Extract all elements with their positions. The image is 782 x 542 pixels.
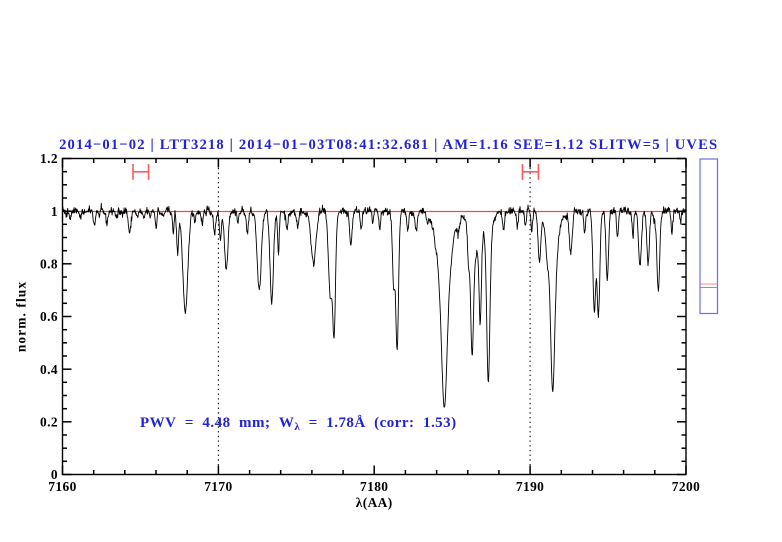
svg-text:PWV = 4.48 mm; Wλ = 1.78: PWV = 4.48 mm; Wλ = 1.78Å (corr: 1.53) [140, 415, 457, 433]
svg-text:7170: 7170 [204, 479, 232, 494]
svg-text:λ(AA): λ(AA) [356, 495, 393, 510]
svg-text:0.6: 0.6 [40, 309, 58, 324]
svg-text:7180: 7180 [360, 479, 388, 494]
svg-text:0.2: 0.2 [40, 414, 58, 429]
svg-text:norm. flux: norm. flux [14, 281, 29, 352]
svg-text:7160: 7160 [48, 479, 76, 494]
svg-text:0.8: 0.8 [40, 256, 58, 271]
svg-text:7190: 7190 [516, 479, 544, 494]
svg-text:0: 0 [51, 467, 58, 482]
svg-text:0.4: 0.4 [40, 362, 58, 377]
svg-text:2014−01−02 | LTT3218 | 2014−01: 2014−01−02 | LTT3218 | 2014−01−03T08:41:… [59, 137, 718, 153]
svg-text:1.2: 1.2 [40, 151, 58, 166]
svg-text:7200: 7200 [672, 479, 700, 494]
svg-text:1: 1 [51, 204, 58, 219]
